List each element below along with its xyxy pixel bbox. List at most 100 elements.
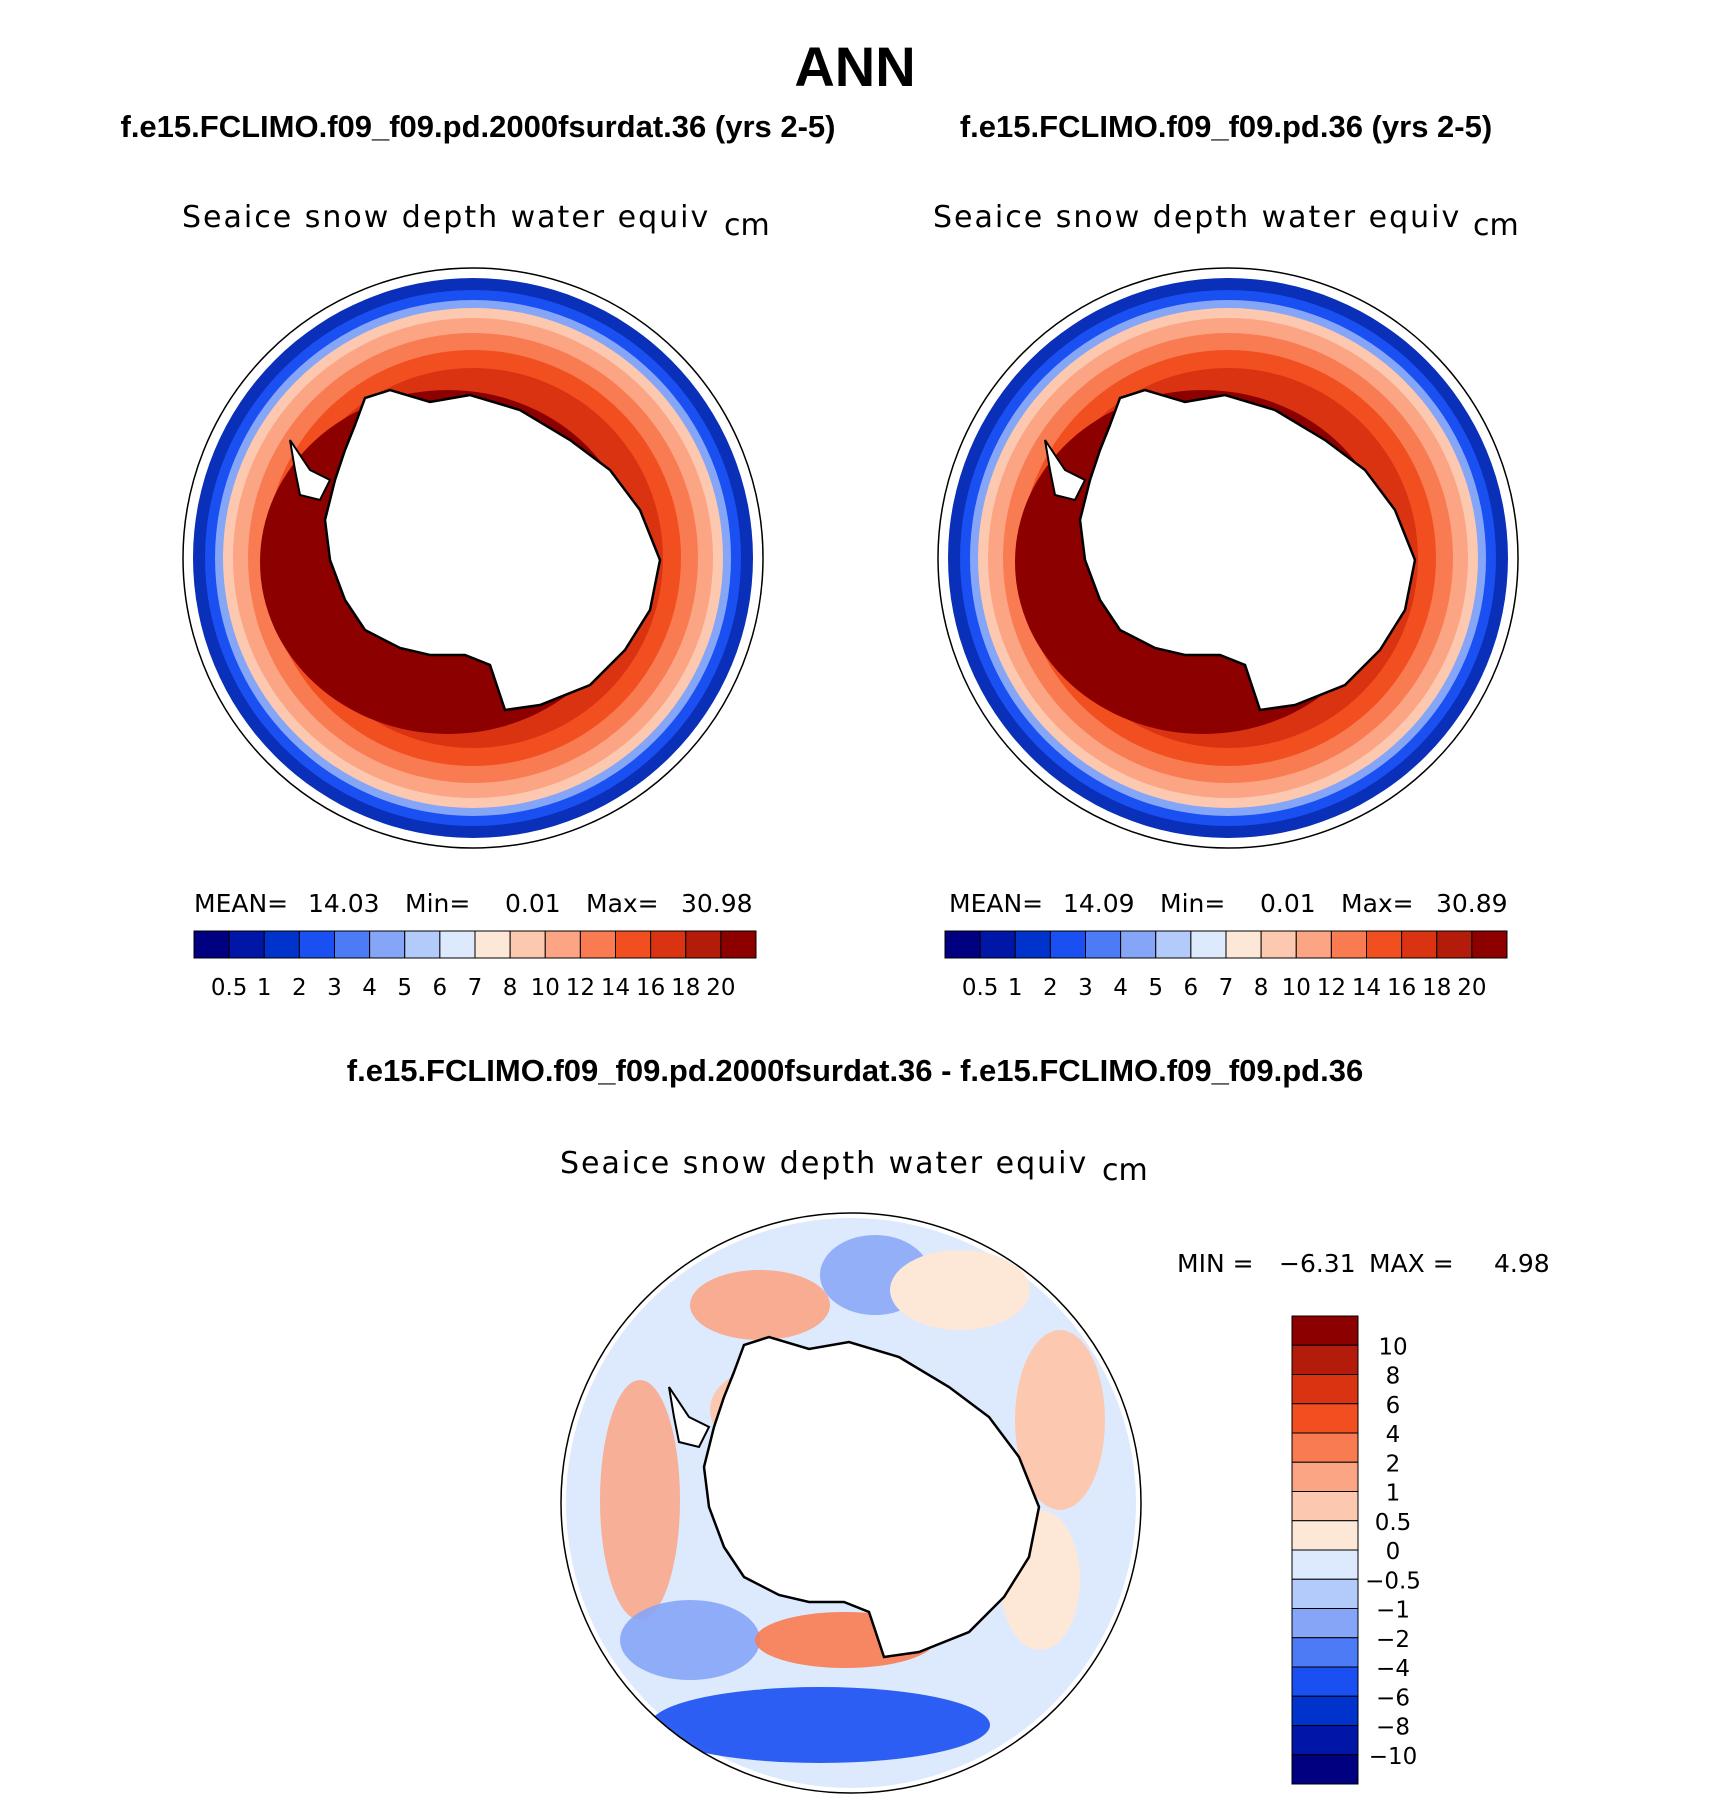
panel-b-colorbar-swatch <box>944 930 981 959</box>
panel-c-map-field <box>566 1218 1136 1788</box>
panel-a-colorbar-swatch <box>263 930 300 959</box>
panel-c-colorbar-swatch <box>1291 1695 1359 1726</box>
panel-a-colorbar-swatch <box>544 930 581 959</box>
panel-b-colorbar-tick-label: 1 <box>1008 975 1023 1001</box>
panel-b-colorbar-swatch <box>1155 930 1192 959</box>
panel-b-colorbar-tick-label: 2 <box>1043 975 1058 1001</box>
panel-a-colorbar-tick-label: 10 <box>531 975 560 1001</box>
panel-a-colorbar-tick-label: 7 <box>468 975 483 1001</box>
panel-c-colorbar-tick-label: 0 <box>1386 1539 1401 1565</box>
panel-c-colorbar-swatch <box>1291 1403 1359 1434</box>
panel-a-colorbar-swatch <box>685 930 722 959</box>
panel-a-units-label: cm <box>724 208 770 243</box>
panel-c-colorbar-swatch <box>1291 1608 1359 1639</box>
panel-a-max-label: Max= <box>586 889 659 918</box>
figure-title: ANN <box>794 35 915 98</box>
panel-b-max-value: 30.89 <box>1436 889 1508 918</box>
panel-c-case-title: f.e15.FCLIMO.f09_f09.pd.2000fsurdat.36 -… <box>347 1053 1363 1088</box>
panel-b-colorbar-swatch <box>1260 930 1297 959</box>
panel-a-colorbar-tick-label: 12 <box>566 975 595 1001</box>
panel-c-colorbar-tick-label: −8 <box>1376 1715 1410 1741</box>
panel-c-colorbar-tick-label: 8 <box>1386 1364 1401 1390</box>
panel-c-colorbar-tick-label: −10 <box>1369 1744 1418 1770</box>
panel-b-colorbar-tick-label: 12 <box>1317 975 1346 1001</box>
panel-b-colorbar-swatch <box>1190 930 1227 959</box>
panel-b-colorbar-swatch <box>1366 930 1403 959</box>
panel-c-colorbar-tick-label: 2 <box>1386 1451 1401 1477</box>
panel-a-colorbar-tick-label: 8 <box>503 975 518 1001</box>
panel-b-colorbar-tick-label: 16 <box>1387 975 1416 1001</box>
panel-b-colorbar-swatch <box>1295 930 1332 959</box>
panel-b-colorbar-swatch <box>1436 930 1473 959</box>
panel-a-colorbar-tick-label: 2 <box>292 975 307 1001</box>
panel-b-colorbar-tick-label: 5 <box>1148 975 1163 1001</box>
panel-c-colorbar-swatch <box>1291 1549 1359 1580</box>
panel-b-colorbar-tick-label: 3 <box>1078 975 1093 1001</box>
panel-a-colorbar-swatch <box>579 930 616 959</box>
panel-c-min-value: −6.31 <box>1279 1249 1356 1278</box>
panel-c-colorbar-tick-label: −0.5 <box>1365 1568 1421 1594</box>
panel-b-colorbar-tick-label: 10 <box>1282 975 1311 1001</box>
panel-a-max-value: 30.98 <box>681 889 753 918</box>
panel-c-max-label: MAX = <box>1369 1249 1454 1278</box>
panel-c-map-boundary <box>560 1212 1142 1794</box>
panel-c-colorbar-tick-label: 4 <box>1386 1422 1401 1448</box>
panel-c-colorbar-tick-label: 6 <box>1386 1393 1401 1419</box>
panel-b-colorbar-swatch <box>1085 930 1122 959</box>
panel-c-colorbar-swatch <box>1291 1578 1359 1609</box>
panel-c-colorbar-tick-label: 0.5 <box>1375 1510 1412 1536</box>
panel-b-colorbar-swatch <box>1471 930 1508 959</box>
panel-b-colorbar-tick-label: 14 <box>1352 975 1381 1001</box>
panel-b-colorbar-tick-label: 8 <box>1254 975 1269 1001</box>
panel-c-colorbar-swatch <box>1291 1725 1359 1756</box>
panel-a-mean-value: 14.03 <box>308 889 380 918</box>
panel-a-colorbar-swatch <box>720 930 757 959</box>
panel-a-colorbar-tick-label: 14 <box>601 975 630 1001</box>
panel-c-colorbar-swatch <box>1291 1637 1359 1668</box>
panel-a-colorbar-swatch <box>404 930 441 959</box>
panel-a-colorbar: 0.5 1 2 3 4 5 6 7 8 10 12 14 16 18 20 <box>193 930 757 1001</box>
panel-b-colorbar-tick-label: 7 <box>1219 975 1234 1001</box>
panel-difference: f.e15.FCLIMO.f09_f09.pd.2000fsurdat.36 -… <box>347 1053 1550 1794</box>
panel-c-colorbar-tick-label: −2 <box>1376 1627 1410 1653</box>
panel-c-max-value: 4.98 <box>1494 1249 1550 1278</box>
panel-c-colorbar-tick-label: 10 <box>1378 1334 1407 1360</box>
panel-c-colorbar-tick-label: −6 <box>1376 1685 1410 1711</box>
panel-a-colorbar-swatch <box>509 930 546 959</box>
panel-b-case-title: f.e15.FCLIMO.f09_f09.pd.36 (yrs 2-5) <box>960 109 1492 144</box>
panel-b-map-boundary <box>937 267 1519 849</box>
panel-a-colorbar-swatch <box>228 930 265 959</box>
panel-c-colorbar-swatch <box>1291 1754 1359 1785</box>
panel-c-colorbar-swatch <box>1291 1520 1359 1551</box>
panel-a-colorbar-tick-label: 20 <box>706 975 735 1001</box>
panel-b-colorbar-swatch <box>1014 930 1051 959</box>
panel-c-colorbar-swatch <box>1291 1666 1359 1697</box>
panel-a-colorbar-tick-label: 18 <box>671 975 700 1001</box>
panel-c-min-label: MIN = <box>1177 1249 1254 1278</box>
panel-a-colorbar-swatch <box>193 930 230 959</box>
panel-c-colorbar-swatch <box>1291 1315 1359 1346</box>
panel-a-mean-label: MEAN= <box>194 889 288 918</box>
panel-c-colorbar-swatch <box>1291 1344 1359 1375</box>
panel-c-colorbar: 10 8 6 4 2 1 0.5 0 −0.5 −1 −2 −4 −6 −8 −10 <box>1291 1315 1421 1785</box>
panel-b-colorbar-swatch <box>1401 930 1438 959</box>
panel-a-colorbar-tick-label: 16 <box>636 975 665 1001</box>
panel-case-a: f.e15.FCLIMO.f09_f09.pd.2000fsurdat.36 (… <box>121 109 836 1001</box>
panel-b-colorbar-swatch <box>1225 930 1262 959</box>
panel-a-map-field <box>193 278 753 838</box>
panel-b-units-label: cm <box>1473 208 1519 243</box>
panel-b-colorbar-swatch <box>1330 930 1367 959</box>
panel-b-colorbar-swatch <box>979 930 1016 959</box>
panel-b-min-label: Min= <box>1160 889 1225 918</box>
panel-b-mean-label: MEAN= <box>949 889 1043 918</box>
panel-c-variable-label: Seaice snow depth water equiv <box>560 1146 1088 1181</box>
panel-a-colorbar-tick-label: 5 <box>397 975 412 1001</box>
panel-a-map-boundary <box>182 267 764 849</box>
panel-a-case-title: f.e15.FCLIMO.f09_f09.pd.2000fsurdat.36 (… <box>121 109 836 144</box>
panel-b-colorbar-tick-label: 4 <box>1113 975 1128 1001</box>
panel-a-colorbar-swatch <box>369 930 406 959</box>
panel-b-colorbar: 0.5 1 2 3 4 5 6 7 8 10 12 14 16 18 20 <box>944 930 1508 1001</box>
panel-c-colorbar-tick-label: −1 <box>1376 1598 1410 1624</box>
panel-b-min-value: 0.01 <box>1260 889 1316 918</box>
